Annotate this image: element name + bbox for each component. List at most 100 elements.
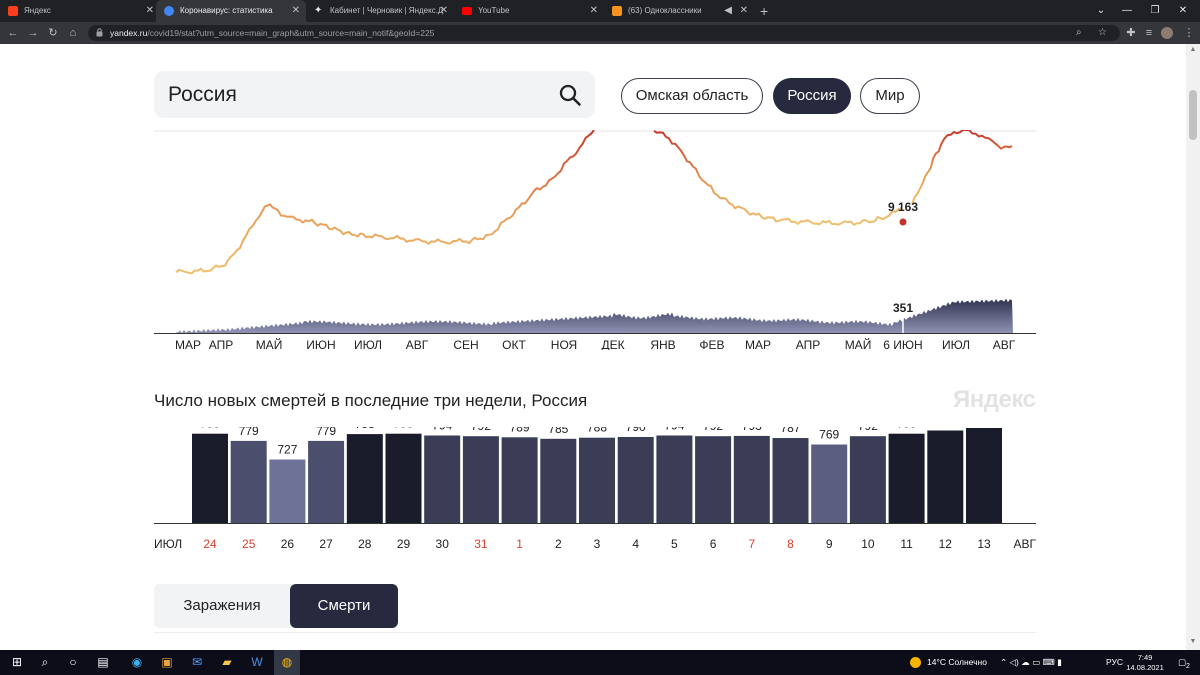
- cortana-icon[interactable]: ○: [69, 655, 77, 669]
- bar-day-29[interactable]: [385, 433, 422, 523]
- weather-text[interactable]: 14°C Солнечно: [927, 657, 987, 667]
- page-scrollbar[interactable]: ▲ ▼: [1186, 44, 1200, 650]
- tab-covid-stats[interactable]: Коронавирус: статистика ✕: [156, 0, 306, 22]
- month-label: ФЕВ: [699, 338, 724, 350]
- region-omsk-button[interactable]: Омская область: [621, 78, 763, 114]
- word-icon[interactable]: W: [251, 655, 263, 669]
- close-tab-icon[interactable]: ✕: [145, 5, 154, 16]
- day-label: 28: [358, 537, 372, 551]
- home-icon[interactable]: ⌂: [69, 27, 77, 39]
- windows-start-icon[interactable]: ⊞: [11, 655, 23, 669]
- bookmark-star-icon[interactable]: ☆: [1098, 27, 1107, 38]
- month-label: АПР: [796, 338, 821, 350]
- bar-value-label: 792: [858, 427, 878, 433]
- menu-icon[interactable]: ⋮: [1183, 27, 1195, 39]
- notifications-count: 2: [1186, 663, 1190, 670]
- region-world-button[interactable]: Мир: [860, 78, 920, 114]
- tab-cabinet[interactable]: ✦ Кабинет | Черновик | Яндекс.Д ✕: [306, 0, 454, 22]
- sun-icon: [910, 657, 921, 668]
- bar-day-30[interactable]: [424, 435, 461, 524]
- cases-marker[interactable]: [898, 217, 908, 227]
- day-label: 7: [748, 537, 755, 551]
- tab-yandex[interactable]: Яндекс ✕: [0, 0, 160, 22]
- restore-button[interactable]: ❐: [1150, 5, 1160, 16]
- tab-title: YouTube: [478, 6, 510, 15]
- bar-day-5[interactable]: [656, 435, 693, 524]
- bar-day-4[interactable]: [617, 437, 654, 523]
- scroll-thumb[interactable]: [1189, 90, 1197, 140]
- mail-icon[interactable]: ✉: [191, 655, 203, 669]
- bar-day-10[interactable]: [849, 436, 886, 523]
- close-window-button[interactable]: ✕: [1178, 5, 1188, 16]
- day-label: 3: [594, 537, 601, 551]
- edge-icon[interactable]: ◉: [131, 655, 143, 669]
- bar-day-6[interactable]: [695, 436, 732, 523]
- deaths-area: [176, 298, 1013, 333]
- search-icon[interactable]: ⌕: [41, 655, 49, 669]
- day-label: 10: [861, 537, 875, 551]
- bar-day-13[interactable]: [966, 428, 1002, 523]
- bar-day-11[interactable]: [888, 433, 925, 523]
- bar-day-24[interactable]: [192, 433, 228, 523]
- system-clock[interactable]: 7:49 14.08.2021: [1124, 653, 1166, 673]
- notifications-icon[interactable]: ▢: [1178, 657, 1187, 667]
- month-label: ОКТ: [502, 338, 526, 350]
- region-search-box[interactable]: Россия: [154, 71, 595, 118]
- reading-list-icon[interactable]: ≡: [1145, 27, 1153, 39]
- close-tab-icon[interactable]: ✕: [439, 5, 448, 16]
- bar-value-label: 727: [277, 443, 297, 457]
- extensions-icon[interactable]: ✚: [1126, 27, 1136, 39]
- search-icon[interactable]: [558, 83, 582, 107]
- bar-value-label: 793: [742, 427, 762, 433]
- cases-line-winter: [653, 130, 903, 226]
- close-tab-icon[interactable]: ✕: [589, 5, 598, 16]
- language-indicator[interactable]: РУС: [1106, 657, 1124, 667]
- covid-trend-chart: 9 163 351 МАР АПР МАЙ ИЮН ИЮЛ АВГ СЕН ОКТ НОЯ ДЕК ЯН…: [154, 130, 1036, 350]
- store-icon[interactable]: ▣: [161, 655, 173, 669]
- bar-day-12[interactable]: [927, 430, 964, 524]
- scroll-down-icon[interactable]: ▼: [1189, 638, 1197, 645]
- bar-day-25[interactable]: [230, 440, 267, 523]
- day-label: 1: [516, 537, 523, 551]
- deaths-value-label: 351: [893, 301, 913, 315]
- minimize-button[interactable]: —: [1122, 5, 1132, 16]
- bar-day-1[interactable]: [501, 437, 538, 523]
- search-input[interactable]: Россия: [168, 83, 237, 106]
- scroll-up-icon[interactable]: ▲: [1189, 46, 1197, 53]
- tray-icons[interactable]: ⌃ ◁) ☁ ▭ ⌨ ▮: [1000, 657, 1062, 667]
- close-tab-icon[interactable]: ✕: [739, 5, 748, 16]
- month-label: АПР: [209, 338, 234, 350]
- sparkle-icon: ✦: [314, 5, 323, 16]
- close-tab-icon[interactable]: ✕: [291, 5, 300, 16]
- bar-day-27[interactable]: [308, 440, 345, 523]
- address-bar[interactable]: yandex.ru/covid19/stat?utm_source=main_g…: [88, 25, 1120, 41]
- back-icon[interactable]: ←: [7, 27, 19, 39]
- bar-value-label: 799: [897, 427, 917, 431]
- infections-tab[interactable]: Заражения: [183, 597, 261, 614]
- month-label: ИЮН: [306, 338, 335, 350]
- profile-avatar-icon[interactable]: [1158, 22, 1176, 44]
- mute-icon[interactable]: ◀︎: [724, 5, 732, 16]
- tab-youtube[interactable]: YouTube ✕: [454, 0, 604, 22]
- new-tab-button[interactable]: +: [760, 3, 769, 19]
- tab-search-button[interactable]: ⌄: [1096, 5, 1106, 16]
- chrome-icon[interactable]: ◍: [274, 650, 300, 675]
- bar-day-8[interactable]: [772, 438, 809, 523]
- bar-day-2[interactable]: [540, 438, 577, 523]
- month-label: АВГ: [993, 338, 1016, 350]
- file-explorer-icon[interactable]: ▰: [222, 655, 232, 669]
- bar-day-3[interactable]: [579, 437, 615, 523]
- region-russia-button[interactable]: Россия: [773, 78, 851, 114]
- reload-icon[interactable]: ↻: [48, 27, 58, 39]
- bar-day-28[interactable]: [346, 434, 383, 523]
- bar-day-31[interactable]: [462, 436, 499, 523]
- bar-day-26[interactable]: [269, 459, 306, 524]
- tab-odnoklassniki[interactable]: (63) Одноклассники ◀︎ ✕: [604, 0, 754, 22]
- bar-day-9[interactable]: [811, 444, 848, 524]
- bar-day-7[interactable]: [733, 435, 770, 523]
- deaths-tab[interactable]: Смерти: [290, 584, 398, 628]
- forward-icon[interactable]: →: [27, 27, 39, 39]
- day-label: 12: [939, 537, 953, 551]
- zoom-icon[interactable]: ⌕: [1076, 27, 1082, 38]
- task-view-icon[interactable]: ▤: [97, 655, 109, 669]
